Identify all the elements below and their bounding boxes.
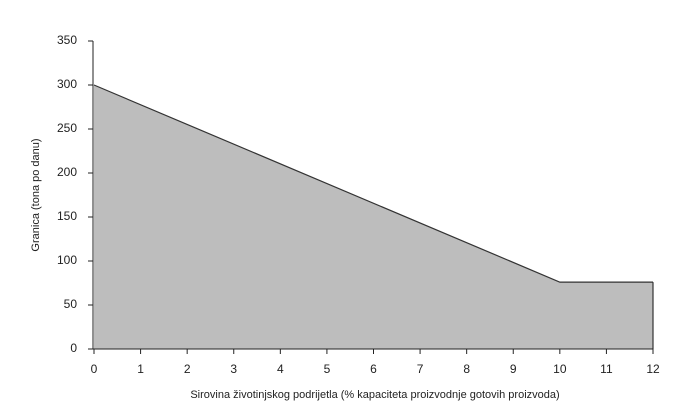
x-tick-label: 2: [184, 362, 191, 376]
x-tick-label: 5: [324, 362, 331, 376]
y-tick-label: 300: [57, 77, 77, 91]
x-axis-label: Sirovina životinjskog podrijetla (% kapa…: [190, 389, 559, 401]
y-tick-label: 150: [57, 209, 77, 223]
x-tick-label: 12: [646, 362, 660, 376]
area-fill: [94, 85, 653, 349]
x-tick-label: 0: [91, 362, 98, 376]
y-axis-label: Granica (tona po danu): [30, 138, 42, 251]
y-tick-label: 0: [70, 341, 77, 355]
y-tick-label: 250: [57, 121, 77, 135]
x-tick-label: 8: [463, 362, 470, 376]
x-tick-label: 9: [510, 362, 517, 376]
x-tick-label: 1: [137, 362, 144, 376]
y-tick-label: 100: [57, 253, 77, 267]
x-tick-label: 3: [230, 362, 237, 376]
x-tick-label: 4: [277, 362, 284, 376]
y-tick-label: 50: [64, 297, 78, 311]
y-tick-label: 200: [57, 165, 77, 179]
x-tick-label: 6: [370, 362, 377, 376]
x-tick-label: 7: [417, 362, 424, 376]
x-tick-label: 10: [553, 362, 567, 376]
area-line: [93, 84, 653, 283]
y-tick-label: 350: [57, 33, 77, 47]
x-tick-label: 11: [600, 362, 613, 376]
